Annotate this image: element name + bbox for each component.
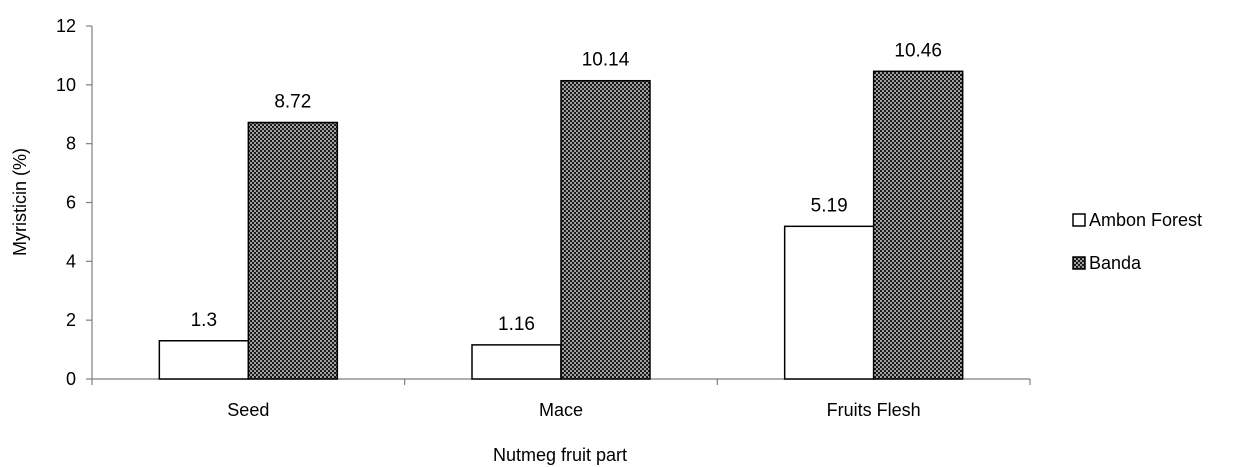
y-axis: 0 2 4 6 8 10 12: [56, 16, 93, 389]
data-label-ambon-forest: 5.19: [811, 195, 848, 216]
data-label-ambon-forest: 1.16: [498, 314, 535, 335]
y-tick-label: 12: [56, 16, 76, 36]
y-tick-label: 0: [66, 369, 76, 389]
data-label-banda: 10.14: [582, 50, 630, 71]
bar-ambon-forest: [471, 344, 562, 380]
bars: [158, 70, 964, 380]
y-tick-label: 10: [56, 75, 76, 95]
data-label-ambon-forest: 1.3: [191, 310, 217, 331]
data-labels: 1.3 1.16 5.19 8.72 10.14 10.46: [191, 40, 942, 335]
bar-banda: [560, 79, 651, 380]
x-tick-label: Mace: [539, 400, 583, 420]
bar-banda: [872, 70, 964, 380]
legend-swatch-banda: [1072, 256, 1086, 270]
y-axis-title: Myristicin (%): [10, 148, 30, 256]
y-tick-label: 8: [66, 134, 76, 154]
x-axis-title: Nutmeg fruit part: [493, 445, 627, 465]
bar-ambon-forest: [158, 340, 250, 380]
x-axis: Seed Mace Fruits Flesh: [91, 378, 1031, 420]
x-tick-label: Fruits Flesh: [827, 400, 921, 420]
bar-banda: [247, 121, 339, 380]
y-tick-label: 6: [66, 193, 76, 213]
legend-label-banda: Banda: [1089, 253, 1142, 273]
x-tick-label: Seed: [227, 400, 269, 420]
y-tick-label: 2: [66, 310, 76, 330]
legend-swatch-ambon-forest: [1072, 213, 1086, 227]
data-label-banda: 8.72: [274, 91, 311, 112]
data-label-banda: 10.46: [894, 40, 942, 61]
y-tick-label: 4: [66, 251, 76, 271]
legend-label-ambon-forest: Ambon Forest: [1089, 210, 1202, 230]
bar-ambon-forest: [783, 225, 875, 380]
legend: Ambon Forest Banda: [1072, 210, 1202, 273]
